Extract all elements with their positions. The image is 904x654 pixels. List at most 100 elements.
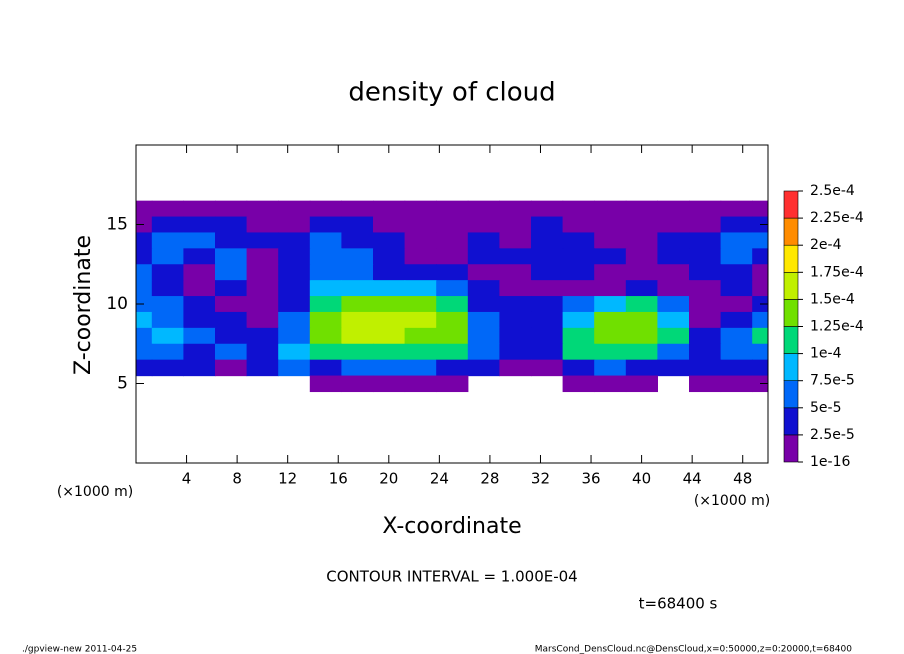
field-cell — [246, 359, 279, 377]
field-cell — [436, 375, 469, 393]
field-cell — [373, 343, 406, 361]
field-cell — [183, 343, 216, 361]
colorbar-band — [783, 190, 799, 219]
field-cell — [309, 343, 342, 361]
field-cell — [373, 264, 406, 281]
field-cell — [752, 343, 768, 361]
field-cell — [309, 280, 342, 297]
y-axis-label: Z-coordinate — [71, 235, 96, 375]
field-cell — [373, 327, 406, 345]
field-cell — [625, 343, 658, 361]
field-cell — [373, 200, 406, 218]
field-cell — [499, 296, 532, 313]
field-cell — [467, 359, 500, 377]
field-cell — [404, 232, 437, 249]
field-cell — [309, 327, 342, 345]
field-cell — [246, 327, 279, 345]
field-cell — [467, 248, 500, 265]
field-cell — [246, 296, 279, 313]
field-cell — [278, 296, 311, 313]
field-cell — [436, 248, 469, 265]
field-cell — [562, 343, 595, 361]
colorbar-label: 7.5e-5 — [810, 373, 855, 389]
field-cell — [404, 200, 437, 218]
field-cell — [720, 311, 753, 329]
field-cell — [183, 359, 216, 377]
field-cell — [436, 296, 469, 313]
field-cell — [689, 200, 722, 218]
field-cell — [657, 200, 690, 218]
field-cell — [689, 359, 722, 377]
x-tick-label: 28 — [480, 470, 499, 488]
field-cell — [136, 280, 153, 297]
field-cell — [625, 232, 658, 249]
field-cell — [689, 248, 722, 265]
field-cell — [373, 375, 406, 393]
field-cell — [594, 200, 627, 218]
field-cell — [689, 280, 722, 297]
field-cell — [625, 248, 658, 265]
field-cell — [562, 264, 595, 281]
field-cell — [499, 327, 532, 345]
field-cell — [625, 327, 658, 345]
field-cell — [499, 248, 532, 265]
field-cell — [562, 327, 595, 345]
field-cell — [752, 359, 768, 377]
field-cell — [562, 232, 595, 249]
field-cell — [625, 375, 658, 393]
field-cell — [752, 248, 768, 265]
colorbar-label: 1e-16 — [810, 454, 850, 470]
field-cell — [720, 200, 753, 218]
field-cell — [341, 375, 374, 393]
field-cell — [657, 296, 690, 313]
field-cell — [594, 311, 627, 329]
field-cell — [436, 359, 469, 377]
field-cell — [215, 296, 248, 313]
field-cell — [246, 311, 279, 329]
field-cell — [531, 296, 564, 313]
field-cell — [689, 375, 722, 393]
field-cell — [373, 359, 406, 377]
field-cell — [404, 264, 437, 281]
field-cell — [246, 232, 279, 249]
x-tick-label: 20 — [379, 470, 398, 488]
field-cell — [404, 343, 437, 361]
field-cell — [467, 311, 500, 329]
field-cell — [499, 264, 532, 281]
field-cell — [183, 296, 216, 313]
field-cell — [151, 280, 184, 297]
field-cell — [594, 359, 627, 377]
field-cell — [404, 359, 437, 377]
field-cell — [278, 200, 311, 218]
field-cell — [531, 343, 564, 361]
field-cell — [373, 296, 406, 313]
field-cell — [752, 200, 768, 218]
field-cell — [309, 359, 342, 377]
field-cell — [562, 248, 595, 265]
colorbar-band — [783, 299, 799, 327]
field-cell — [720, 216, 753, 234]
field-cell — [151, 296, 184, 313]
field-cell — [183, 216, 216, 234]
colorbar-band — [783, 271, 799, 300]
field-cell — [499, 343, 532, 361]
field-cell — [436, 200, 469, 218]
field-cell — [531, 311, 564, 329]
field-cell — [720, 375, 753, 393]
field-cell — [278, 216, 311, 234]
field-cell — [341, 296, 374, 313]
field-cell — [562, 200, 595, 218]
field-cell — [151, 232, 184, 249]
x-tick-label: 24 — [430, 470, 449, 488]
field-cell — [404, 311, 437, 329]
field-cell — [404, 248, 437, 265]
field-cell — [562, 311, 595, 329]
field-cell — [183, 280, 216, 297]
field-cell — [467, 264, 500, 281]
field-cell — [278, 280, 311, 297]
footer-left: ./gpview-new 2011-04-25 — [22, 645, 137, 654]
colorbar-label: 5e-5 — [810, 400, 841, 416]
field-cell — [341, 200, 374, 218]
field-cell — [246, 264, 279, 281]
